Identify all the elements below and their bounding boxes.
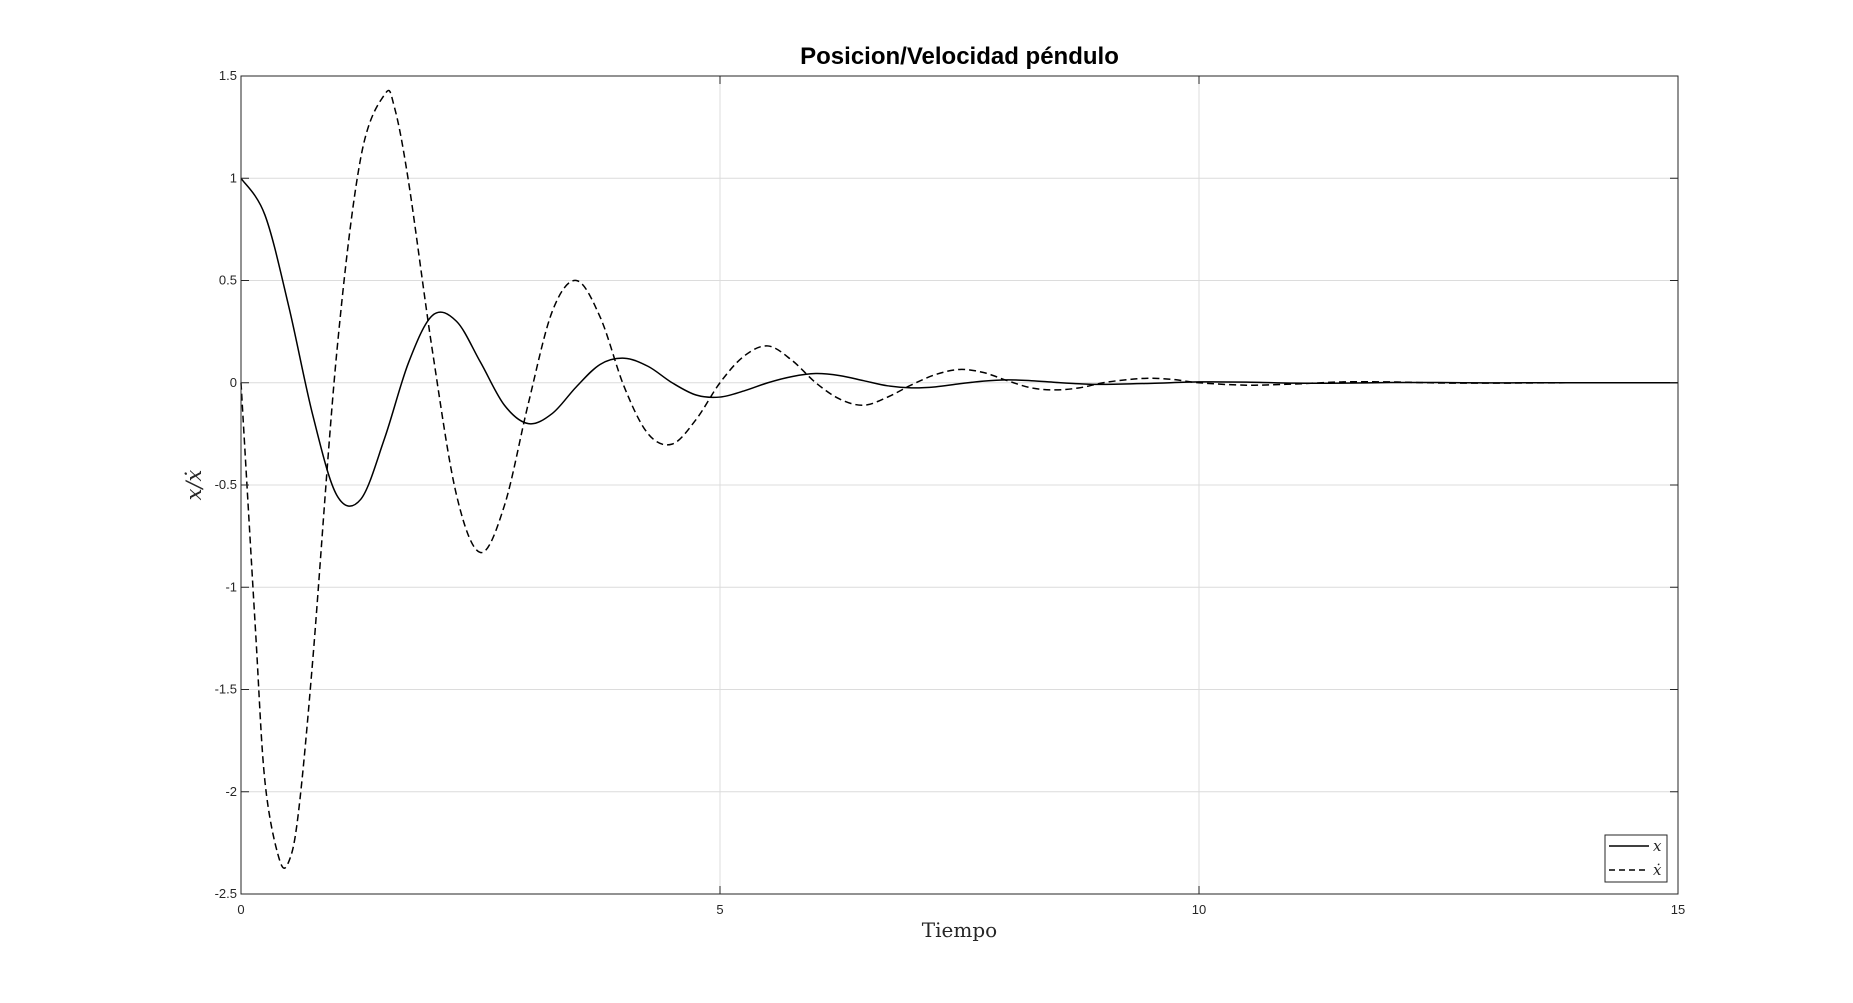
- y-tick-label: -0.5: [215, 477, 237, 492]
- y-tick-label: 1: [230, 170, 237, 185]
- x-tick-label: 10: [1192, 902, 1206, 917]
- series-line-x: [240, 177, 1678, 507]
- y-tick-label: -1: [225, 579, 237, 594]
- series-group: [240, 89, 1679, 869]
- legend-label-xdot: ẋ: [1653, 861, 1662, 879]
- x-tick-label: 0: [237, 902, 244, 917]
- y-tick-label: -1.5: [215, 682, 237, 697]
- y-tick-label: 0.5: [219, 273, 237, 288]
- y-tick-label: -2: [225, 784, 237, 799]
- legend-box: [1604, 834, 1668, 883]
- x-tick-label: 15: [1671, 902, 1685, 917]
- y-axis-label: x/ẋ: [182, 469, 206, 500]
- legend: x ẋ: [1604, 834, 1668, 883]
- x-tick-label: 5: [716, 902, 723, 917]
- y-tick-label: -2.5: [215, 886, 237, 901]
- y-tick-label: 1.5: [219, 68, 237, 83]
- legend-label-x: x: [1653, 837, 1662, 855]
- chart-title: Posicion/Velocidad péndulo: [800, 43, 1119, 70]
- axes: 0 5 10 15 -2.5 -2 -1.5 -1 -0.5 0 0.5 1 1.5: [215, 68, 1686, 917]
- tick-marks: 0 5 10 15 -2.5 -2 -1.5 -1 -0.5 0 0.5 1 1.5: [215, 68, 1686, 917]
- series-line-xdot: [240, 89, 1679, 869]
- x-axis-label: Tiempo: [922, 918, 997, 942]
- y-tick-label: 0: [230, 375, 237, 390]
